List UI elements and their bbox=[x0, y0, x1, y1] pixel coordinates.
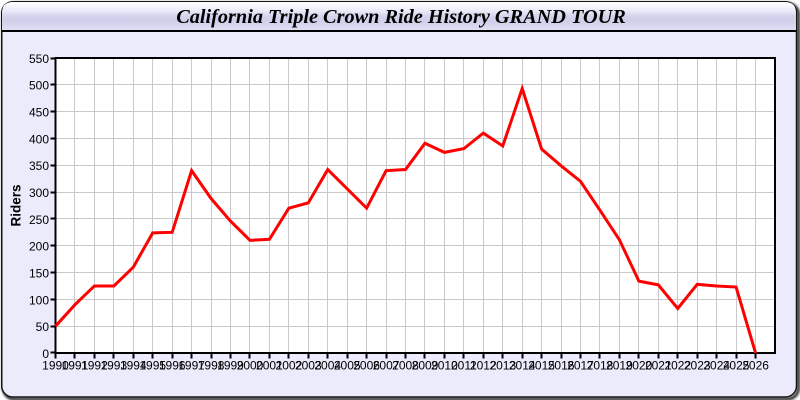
svg-text:2007: 2007 bbox=[373, 358, 400, 372]
svg-text:300: 300 bbox=[29, 186, 49, 200]
svg-text:2022: 2022 bbox=[664, 358, 691, 372]
svg-text:2018: 2018 bbox=[587, 358, 614, 372]
svg-text:50: 50 bbox=[36, 320, 50, 334]
svg-text:0: 0 bbox=[42, 347, 49, 361]
svg-text:California Triple Crown Ride H: California Triple Crown Ride History GRA… bbox=[176, 6, 626, 28]
svg-text:2024: 2024 bbox=[703, 358, 730, 372]
svg-text:2020: 2020 bbox=[626, 358, 653, 372]
svg-text:2006: 2006 bbox=[353, 358, 380, 372]
svg-text:2003: 2003 bbox=[295, 358, 322, 372]
svg-text:1999: 1999 bbox=[217, 358, 244, 372]
svg-text:2011: 2011 bbox=[451, 358, 477, 372]
svg-text:1994: 1994 bbox=[120, 358, 147, 372]
svg-text:2023: 2023 bbox=[684, 358, 711, 372]
svg-text:2001: 2001 bbox=[256, 358, 283, 372]
svg-text:2014: 2014 bbox=[509, 358, 536, 372]
svg-text:1998: 1998 bbox=[198, 358, 225, 372]
svg-text:100: 100 bbox=[29, 293, 49, 307]
svg-text:200: 200 bbox=[29, 240, 49, 254]
svg-text:2016: 2016 bbox=[548, 358, 575, 372]
svg-text:2002: 2002 bbox=[276, 358, 303, 372]
svg-text:2008: 2008 bbox=[392, 358, 419, 372]
svg-text:2019: 2019 bbox=[606, 358, 633, 372]
svg-text:2021: 2021 bbox=[645, 358, 672, 372]
svg-text:1996: 1996 bbox=[159, 358, 186, 372]
svg-text:1995: 1995 bbox=[139, 358, 166, 372]
svg-text:2000: 2000 bbox=[237, 358, 264, 372]
svg-text:150: 150 bbox=[29, 266, 49, 280]
svg-text:1992: 1992 bbox=[81, 358, 108, 372]
svg-text:2026: 2026 bbox=[742, 358, 769, 372]
svg-text:250: 250 bbox=[29, 213, 49, 227]
svg-text:Riders: Riders bbox=[9, 184, 24, 226]
svg-text:1993: 1993 bbox=[100, 358, 127, 372]
svg-text:350: 350 bbox=[29, 159, 49, 173]
svg-text:1990: 1990 bbox=[42, 358, 69, 372]
svg-text:500: 500 bbox=[29, 79, 49, 93]
svg-text:1991: 1991 bbox=[62, 358, 89, 372]
svg-text:2025: 2025 bbox=[723, 358, 750, 372]
svg-text:2015: 2015 bbox=[528, 358, 555, 372]
svg-text:2005: 2005 bbox=[334, 358, 361, 372]
svg-text:400: 400 bbox=[29, 132, 49, 146]
svg-text:1997: 1997 bbox=[178, 358, 205, 372]
svg-text:2017: 2017 bbox=[567, 358, 594, 372]
svg-text:2012: 2012 bbox=[470, 358, 497, 372]
svg-text:2010: 2010 bbox=[431, 358, 458, 372]
svg-text:550: 550 bbox=[29, 52, 49, 66]
svg-text:2009: 2009 bbox=[412, 358, 439, 372]
svg-text:450: 450 bbox=[29, 106, 49, 120]
svg-text:2004: 2004 bbox=[314, 358, 341, 372]
svg-text:2013: 2013 bbox=[489, 358, 516, 372]
